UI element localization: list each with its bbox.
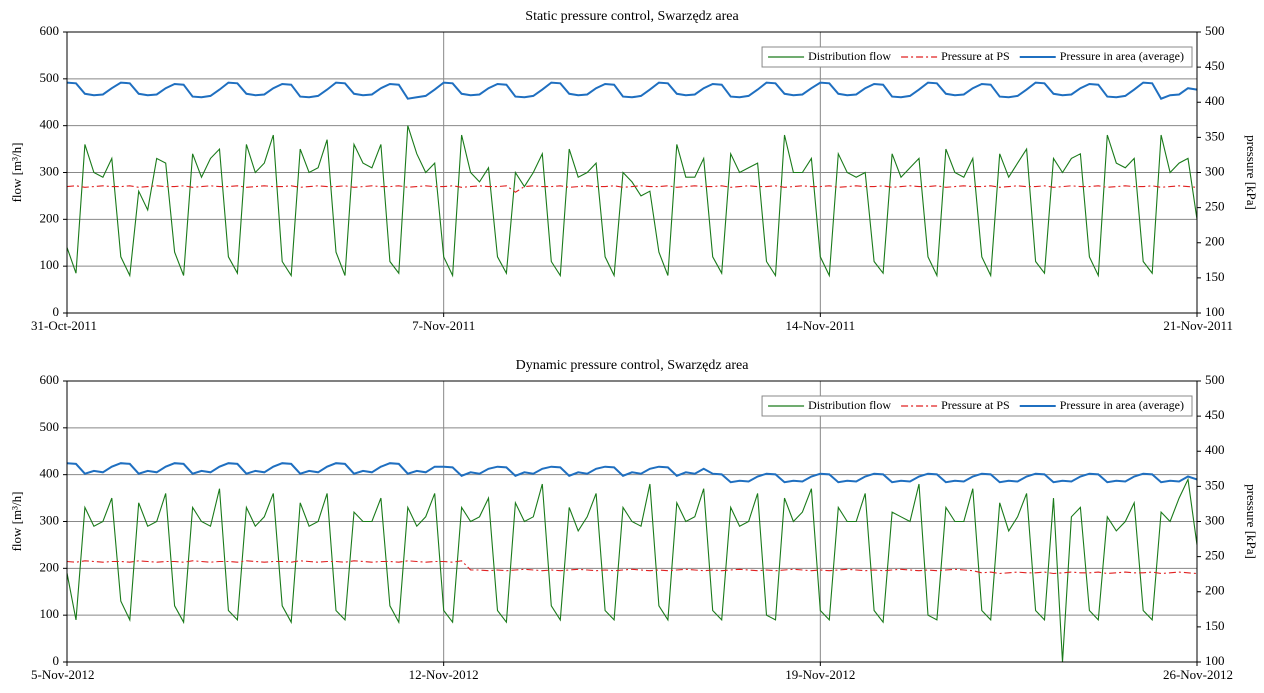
y-tick-label: 200 — [40, 210, 60, 225]
y2-tick-label: 500 — [1205, 372, 1225, 387]
y-tick-label: 400 — [40, 117, 60, 132]
y2-tick-label: 500 — [1205, 23, 1225, 38]
y2-tick-label: 450 — [1205, 407, 1225, 422]
legend: Distribution flow Pressure at PS Pressure … — [761, 46, 1193, 68]
y2-tick-label: 300 — [1205, 163, 1225, 178]
y-tick-label: 200 — [40, 559, 60, 574]
y-tick-label: 300 — [40, 512, 60, 527]
chart-title: Dynamic pressure control, Swarzędz area — [516, 358, 750, 373]
y2-axis-label: pressure [kPa] — [1244, 135, 1259, 210]
y-tick-label: 500 — [40, 70, 60, 85]
y-tick-label: 100 — [40, 606, 60, 621]
y2-tick-label: 400 — [1205, 442, 1225, 457]
series-line — [66, 81, 1198, 100]
y2-tick-label: 150 — [1205, 618, 1225, 633]
legend-label: Pressure in area (average) — [1060, 398, 1184, 412]
legend-label: Pressure in area (average) — [1060, 49, 1184, 63]
x-tick-label: 21-Nov-2011 — [1163, 318, 1233, 333]
y2-tick-label: 200 — [1205, 583, 1225, 598]
x-tick-label: 19-Nov-2012 — [785, 667, 855, 682]
series-line — [66, 560, 1198, 575]
chart-title: Static pressure control, Swarzędz area — [525, 9, 739, 24]
legend-label: Pressure at PS — [941, 49, 1010, 63]
series-line — [66, 185, 1198, 193]
legend-box — [761, 395, 1193, 417]
y2-axis-label: pressure [kPa] — [1244, 484, 1259, 559]
y2-tick-label: 200 — [1205, 234, 1225, 249]
series-line — [66, 125, 1198, 278]
y2-tick-label: 350 — [1205, 477, 1225, 492]
y-tick-label: 500 — [40, 419, 60, 434]
legend-label: Distribution flow — [808, 49, 891, 63]
y-axis-label: flow [m³/h] — [9, 143, 24, 203]
legend-label: Pressure at PS — [941, 398, 1010, 412]
y2-tick-label: 350 — [1205, 128, 1225, 143]
y-tick-label: 0 — [53, 304, 60, 319]
y2-tick-label: 150 — [1205, 269, 1225, 284]
x-tick-label: 14-Nov-2011 — [786, 318, 856, 333]
y2-tick-label: 400 — [1205, 93, 1225, 108]
y-tick-label: 600 — [40, 372, 60, 387]
y2-tick-label: 450 — [1205, 58, 1225, 73]
x-tick-label: 31-Oct-2011 — [31, 318, 97, 333]
x-tick-label: 26-Nov-2012 — [1163, 667, 1233, 682]
y-tick-label: 100 — [40, 257, 60, 272]
y2-tick-label: 300 — [1205, 512, 1225, 527]
y-tick-label: 300 — [40, 163, 60, 178]
y2-tick-label: 100 — [1205, 304, 1225, 319]
x-tick-label: 7-Nov-2011 — [412, 318, 475, 333]
y-tick-label: 0 — [53, 653, 60, 668]
y-tick-label: 600 — [40, 23, 60, 38]
legend: Distribution flow Pressure at PS Pressure … — [761, 395, 1193, 417]
y2-tick-label: 250 — [1205, 548, 1225, 563]
plot-frame — [66, 31, 1198, 314]
plot-frame — [66, 380, 1198, 663]
y-tick-label: 400 — [40, 466, 60, 481]
legend-label: Distribution flow — [808, 398, 891, 412]
y2-tick-label: 250 — [1205, 199, 1225, 214]
x-tick-label: 5-Nov-2012 — [31, 667, 95, 682]
y2-tick-label: 100 — [1205, 653, 1225, 668]
legend-box — [761, 46, 1193, 68]
x-tick-label: 12-Nov-2012 — [409, 667, 479, 682]
series-line — [66, 462, 1198, 484]
series-line — [66, 477, 1198, 663]
y-axis-label: flow [m³/h] — [9, 492, 24, 552]
